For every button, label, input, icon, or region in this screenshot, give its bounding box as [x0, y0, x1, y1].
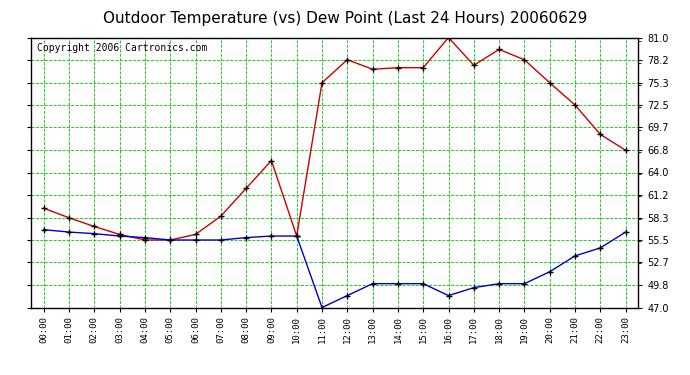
Text: Outdoor Temperature (vs) Dew Point (Last 24 Hours) 20060629: Outdoor Temperature (vs) Dew Point (Last… — [103, 11, 587, 26]
Text: Copyright 2006 Cartronics.com: Copyright 2006 Cartronics.com — [37, 43, 208, 53]
